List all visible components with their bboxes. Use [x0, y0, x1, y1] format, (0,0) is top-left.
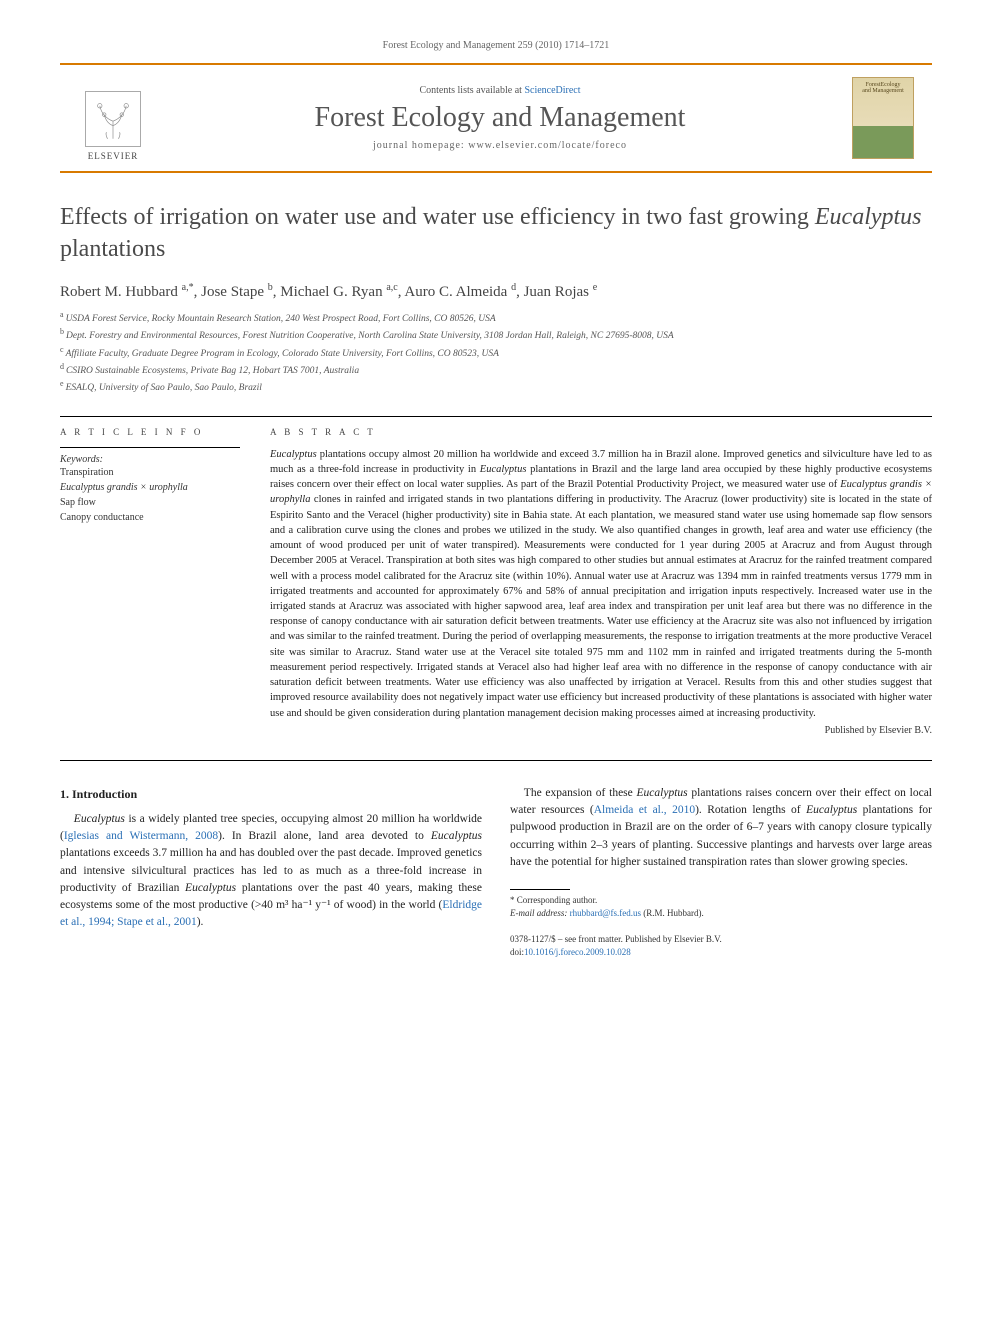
affiliation: b Dept. Forestry and Environmental Resou… — [60, 326, 932, 343]
homepage-label: journal homepage: — [373, 140, 468, 151]
abstract-text: Eucalyptus plantations occupy almost 20 … — [270, 447, 932, 721]
keyword: Eucalyptus grandis × urophylla — [60, 480, 240, 495]
authors-line: Robert M. Hubbard a,*, Jose Stape b, Mic… — [60, 282, 932, 301]
affil-sup: b — [60, 327, 66, 336]
publisher-name: ELSEVIER — [88, 151, 139, 161]
article-title: Effects of irrigation on water use and w… — [60, 201, 932, 266]
body-para-1: Eucalyptus is a widely planted tree spec… — [60, 811, 482, 932]
title-post: plantations — [60, 236, 165, 262]
corresponding-author: * Corresponding author. — [510, 894, 932, 907]
citation-link[interactable]: Iglesias and Wistermann, 2008 — [64, 830, 218, 842]
title-pre: Effects of irrigation on water use and w… — [60, 204, 815, 230]
sciencedirect-link[interactable]: ScienceDirect — [524, 85, 580, 96]
journal-name: Forest Ecology and Management — [166, 102, 834, 134]
body-span: ). — [197, 916, 204, 928]
article-info-col: A R T I C L E I N F O Keywords: Transpir… — [60, 427, 240, 736]
doi-label: doi: — [510, 947, 524, 957]
author: Jose Stape b — [201, 284, 273, 300]
email-tail: (R.M. Hubbard). — [641, 908, 704, 918]
homepage-url: www.elsevier.com/locate/foreco — [468, 140, 627, 151]
homepage-line: journal homepage: www.elsevier.com/locat… — [166, 140, 834, 151]
contents-line: Contents lists available at ScienceDirec… — [166, 85, 834, 96]
affiliations: a USDA Forest Service, Rocky Mountain Re… — [60, 309, 932, 396]
affil-sup: a — [60, 310, 66, 319]
journal-cover-thumb: ForestEcology and Management — [852, 77, 914, 159]
keyword: Canopy conductance — [60, 510, 240, 525]
keywords-label: Keywords: — [60, 454, 240, 465]
body-span: Eucalyptus — [806, 804, 857, 816]
journal-header: ELSEVIER Contents lists available at Sci… — [60, 63, 932, 173]
doi-link[interactable]: 10.1016/j.foreco.2009.10.028 — [524, 947, 631, 957]
body-columns: 1. Introduction Eucalyptus is a widely p… — [60, 785, 932, 959]
rule-bottom — [60, 760, 932, 761]
running-head: Forest Ecology and Management 259 (2010)… — [60, 40, 932, 51]
author-sup: b — [268, 282, 273, 293]
keyword: Sap flow — [60, 495, 240, 510]
publisher-logo: ELSEVIER — [78, 73, 148, 163]
affiliation: c Affiliate Faculty, Graduate Degree Pro… — [60, 344, 932, 361]
body-span: Eucalyptus — [431, 830, 482, 842]
affil-sup: d — [60, 362, 66, 371]
keyword: Transpiration — [60, 465, 240, 480]
citation-link[interactable]: Almeida et al., 2010 — [594, 804, 695, 816]
affiliation: a USDA Forest Service, Rocky Mountain Re… — [60, 309, 932, 326]
author-sup: a,* — [182, 282, 194, 293]
affil-sup: c — [60, 345, 66, 354]
body-span: ). In Brazil alone, land area devoted to — [218, 830, 431, 842]
email-line: E-mail address: rhubbard@fs.fed.us (R.M.… — [510, 907, 932, 920]
footnotes: * Corresponding author. E-mail address: … — [510, 894, 932, 919]
abstract-label: A B S T R A C T — [270, 427, 932, 437]
cover-text-bot: and Management — [862, 88, 903, 94]
author: Juan Rojas e — [524, 284, 598, 300]
body-span: Eucalyptus — [185, 882, 236, 894]
keywords-list: TranspirationEucalyptus grandis × urophy… — [60, 465, 240, 525]
issn-line: 0378-1127/$ – see front matter. Publishe… — [510, 933, 932, 946]
bottom-meta: 0378-1127/$ – see front matter. Publishe… — [510, 933, 932, 958]
author: Michael G. Ryan a,c — [280, 284, 397, 300]
author-sup: a,c — [386, 282, 397, 293]
body-span: Eucalyptus — [637, 787, 688, 799]
body-para-2: The expansion of these Eucalyptus planta… — [510, 785, 932, 871]
title-species: Eucalyptus — [815, 204, 922, 230]
doi-line: doi:10.1016/j.foreco.2009.10.028 — [510, 946, 932, 959]
body-span: ). Rotation lengths of — [695, 804, 806, 816]
author: Robert M. Hubbard a,* — [60, 284, 194, 300]
contents-prefix: Contents lists available at — [419, 85, 524, 96]
footnote-rule — [510, 889, 570, 890]
published-by: Published by Elsevier B.V. — [270, 725, 932, 736]
rule-top — [60, 416, 932, 417]
affil-sup: e — [60, 379, 66, 388]
body-span: The expansion of these — [524, 787, 637, 799]
affiliation: e ESALQ, University of Sao Paulo, Sao Pa… — [60, 378, 932, 395]
body-span: Eucalyptus — [74, 813, 125, 825]
author: Auro C. Almeida d — [404, 284, 516, 300]
info-abstract-row: A R T I C L E I N F O Keywords: Transpir… — [60, 427, 932, 736]
email-label: E-mail address: — [510, 908, 570, 918]
affiliation: d CSIRO Sustainable Ecosystems, Private … — [60, 361, 932, 378]
article-info-label: A R T I C L E I N F O — [60, 427, 240, 437]
author-sup: e — [593, 282, 597, 293]
header-center: Contents lists available at ScienceDirec… — [166, 85, 834, 151]
email-link[interactable]: rhubbard@fs.fed.us — [570, 908, 641, 918]
intro-heading: 1. Introduction — [60, 785, 482, 803]
abstract-span: Eucalyptus — [480, 464, 527, 475]
abstract-col: A B S T R A C T Eucalyptus plantations o… — [270, 427, 932, 736]
author-sup: d — [511, 282, 516, 293]
abstract-span: Eucalyptus — [270, 449, 317, 460]
elsevier-tree-icon — [85, 91, 141, 147]
abstract-span: clones in rainfed and irrigated stands i… — [270, 494, 932, 718]
